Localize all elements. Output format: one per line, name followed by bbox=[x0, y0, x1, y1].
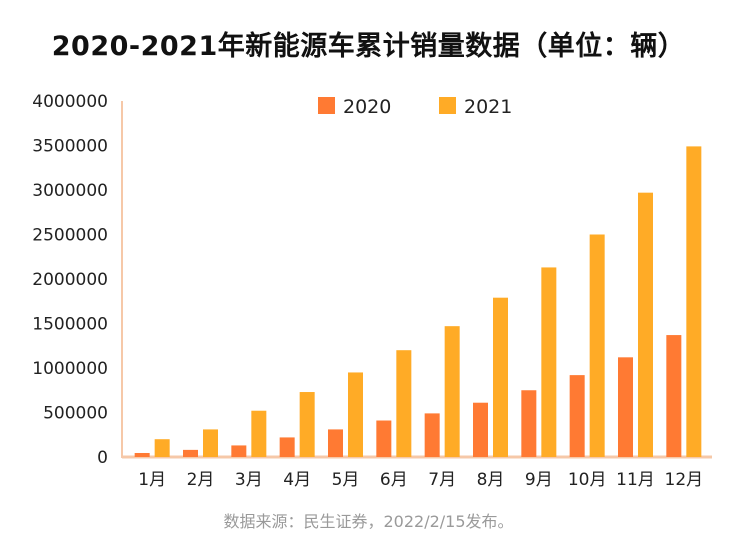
x-tick-label: 1月 bbox=[138, 470, 166, 490]
bar-2020-6 bbox=[376, 420, 392, 457]
bar-chart: 0 500000 1000000 1500000 2000000 2500000 30000… bbox=[32, 92, 712, 490]
bar-2020-2 bbox=[183, 449, 198, 457]
legend-label-2021: 2021 bbox=[464, 96, 512, 118]
bar-2021-1 bbox=[154, 439, 170, 457]
bar-2021-9 bbox=[541, 267, 557, 457]
bar-2020-11 bbox=[618, 357, 633, 457]
bar-2021-2 bbox=[203, 429, 218, 457]
y-tick-label: 2000000 bbox=[32, 270, 108, 290]
y-tick-label: 4000000 bbox=[32, 92, 108, 112]
y-tick-label: 1000000 bbox=[32, 359, 108, 379]
source-note: 数据来源：民生证券，2022/2/15发布。 bbox=[223, 512, 514, 531]
bar-2021-5 bbox=[348, 372, 363, 457]
y-tick-label: 1500000 bbox=[32, 315, 108, 335]
legend: 2020 2021 bbox=[318, 96, 512, 118]
bar-2020-7 bbox=[424, 413, 440, 457]
bar-2021-11 bbox=[638, 192, 653, 458]
x-tick-label: 2月 bbox=[187, 470, 215, 490]
x-tick-label: 4月 bbox=[283, 470, 311, 490]
legend-label-2020: 2020 bbox=[343, 96, 391, 118]
y-tick-label: 3000000 bbox=[32, 181, 108, 201]
x-tick-label: 9月 bbox=[525, 470, 553, 490]
x-tick-label: 6月 bbox=[380, 470, 408, 490]
y-tick-label: 500000 bbox=[43, 404, 108, 424]
y-tick-label: 3500000 bbox=[32, 137, 108, 157]
bar-2020-4 bbox=[279, 437, 295, 457]
legend-swatch-2021 bbox=[439, 97, 456, 114]
bar-2020-1 bbox=[134, 452, 150, 457]
x-tick-label: 11月 bbox=[616, 470, 655, 490]
x-tick-label: 8月 bbox=[477, 470, 505, 490]
legend-swatch-2020 bbox=[318, 97, 335, 114]
bar-2021-4 bbox=[299, 392, 315, 457]
x-tick-label: 5月 bbox=[332, 470, 360, 490]
bar-2021-3 bbox=[251, 410, 267, 457]
bar-series bbox=[134, 146, 702, 458]
x-tick-label: 3月 bbox=[235, 470, 263, 490]
bar-2021-6 bbox=[396, 350, 412, 457]
y-tick-label: 2500000 bbox=[32, 226, 108, 246]
x-tick-label: 12月 bbox=[665, 470, 704, 490]
x-tick-label: 7月 bbox=[428, 470, 456, 490]
bar-2021-10 bbox=[589, 234, 605, 457]
y-tick-label: 0 bbox=[97, 448, 108, 468]
bar-2020-12 bbox=[666, 335, 682, 457]
bar-2020-10 bbox=[569, 375, 585, 457]
bar-2020-8 bbox=[473, 402, 488, 457]
bar-2020-9 bbox=[521, 390, 537, 457]
chart-title: 2020-2021年新能源车累计销量数据（单位：辆） bbox=[51, 31, 686, 62]
bar-2020-3 bbox=[231, 445, 247, 457]
bar-2021-12 bbox=[686, 146, 702, 457]
bar-2021-8 bbox=[493, 297, 508, 457]
bar-2020-5 bbox=[328, 429, 343, 457]
y-axis: 0 500000 1000000 1500000 2000000 2500000 30000… bbox=[32, 92, 123, 468]
x-tick-label: 10月 bbox=[568, 470, 607, 490]
bar-2021-7 bbox=[444, 326, 460, 457]
x-axis: 1月 2月 3月 4月 5月 6月 7月 8月 9月 10月 11月 12月 bbox=[122, 455, 712, 490]
